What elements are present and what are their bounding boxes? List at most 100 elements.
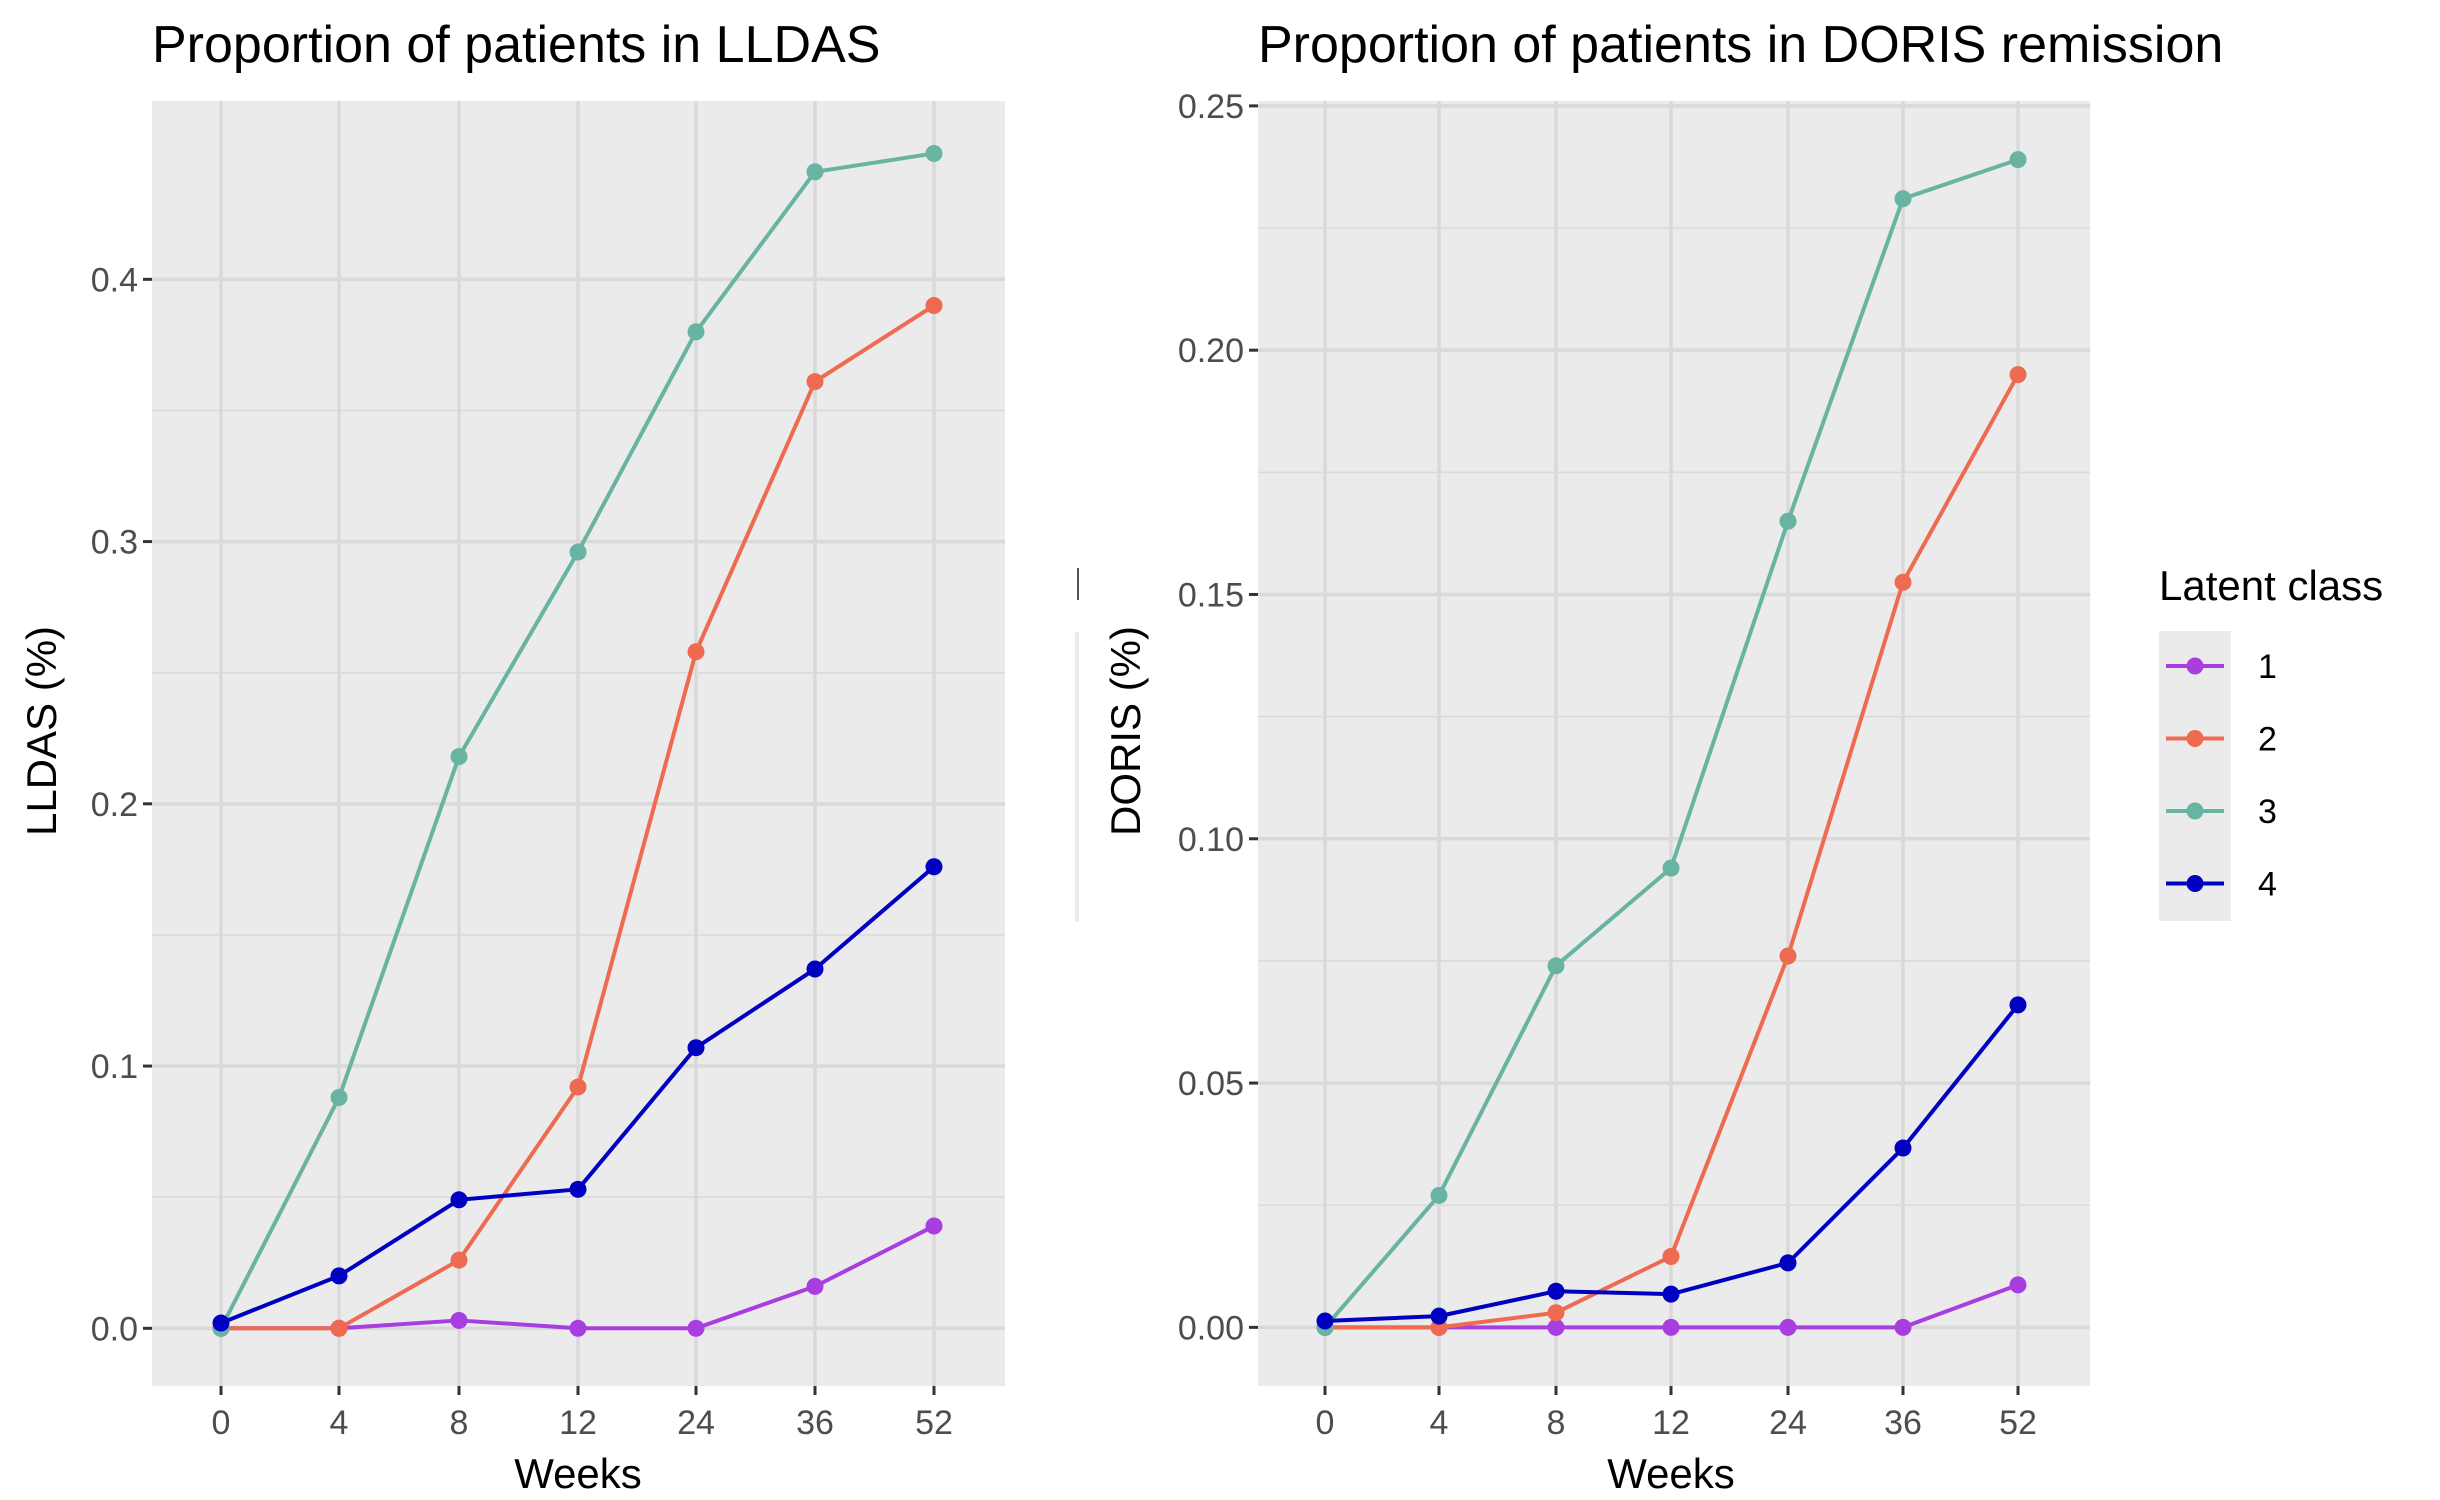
data-point <box>1430 1186 1448 1204</box>
grid-lines <box>152 101 1005 1386</box>
x-axis-title: Weeks <box>1607 1450 1735 1497</box>
legend-label: 4 <box>2258 866 2277 904</box>
y-tick-label: 0.25 <box>1178 88 1244 126</box>
x-axis-title: Weeks <box>514 1450 642 1497</box>
legend-item-3: 3 <box>2166 793 2277 831</box>
series-group <box>1316 151 2027 1336</box>
x-tick-label: 36 <box>796 1404 834 1442</box>
data-point <box>1894 573 1912 591</box>
data-point <box>1779 1318 1797 1336</box>
data-point <box>330 1267 348 1285</box>
y-tick-label: 0.20 <box>1178 332 1244 370</box>
y-tick-label: 0.00 <box>1178 1309 1244 1347</box>
legend-key-point <box>2186 802 2204 820</box>
legend-label: 1 <box>2258 648 2277 686</box>
data-point <box>1662 859 1680 877</box>
legend-key-point <box>2186 730 2204 747</box>
data-point <box>1779 1254 1797 1272</box>
data-point <box>1547 1318 1565 1336</box>
x-tick-label: 0 <box>212 1404 231 1442</box>
x-tick-label: 24 <box>1769 1404 1807 1442</box>
y-tick-label: 0.1 <box>91 1048 138 1086</box>
x-tick-label: 12 <box>1652 1404 1690 1442</box>
legend-key-point <box>2186 657 2204 675</box>
data-point <box>569 1319 587 1337</box>
data-point <box>925 297 943 315</box>
data-point <box>2009 1276 2027 1294</box>
x-tick-label: 52 <box>915 1404 953 1442</box>
series-4 <box>212 858 943 1332</box>
x-tick-label: 0 <box>1316 1404 1335 1442</box>
legend-item-2: 2 <box>2166 721 2277 759</box>
y-tick-label: 0.3 <box>91 524 138 562</box>
y-tick-label: 0.10 <box>1178 821 1244 859</box>
legend-label: 2 <box>2258 721 2277 759</box>
data-point <box>1547 1304 1565 1322</box>
data-point <box>1894 1139 1912 1157</box>
chart-title: Proportion of patients in LLDAS <box>152 16 880 74</box>
series-group <box>212 144 943 1337</box>
x-tick-label: 24 <box>677 1404 715 1442</box>
data-point <box>925 858 943 876</box>
data-point <box>2009 151 2027 169</box>
series-3 <box>1316 151 2027 1336</box>
data-point <box>687 643 705 661</box>
y-tick-label: 0.15 <box>1178 576 1244 614</box>
y-tick-label: 0.05 <box>1178 1065 1244 1103</box>
data-point <box>2009 366 2027 384</box>
data-point <box>806 163 824 181</box>
x-tick-label: 4 <box>330 1404 349 1442</box>
legend: Latent class 1 2 3 4 <box>2159 562 2383 921</box>
y-tick-label: 0.0 <box>91 1310 138 1348</box>
data-point <box>1894 1318 1912 1336</box>
x-tick-label: 4 <box>1430 1404 1449 1442</box>
data-point <box>1316 1312 1334 1330</box>
legend-title: Latent class <box>2159 562 2383 609</box>
data-point <box>1662 1248 1680 1266</box>
data-point <box>1547 1282 1565 1300</box>
data-point <box>212 1314 230 1332</box>
data-point <box>1779 512 1797 530</box>
data-point <box>806 1277 824 1295</box>
data-point <box>330 1319 348 1337</box>
lldas-chart: Proportion of patients in LLDAS 0.00.10.… <box>18 16 1005 1497</box>
data-point <box>1430 1307 1448 1325</box>
y-axis: 0.00 0.05 0.10 0.15 0.20 0.25 <box>1178 88 1258 1347</box>
data-point <box>2009 996 2027 1014</box>
data-point <box>806 373 824 391</box>
legend-item-4: 4 <box>2166 866 2277 904</box>
data-point <box>1779 947 1797 965</box>
y-axis-title: LLDAS (%) <box>18 626 65 836</box>
x-tick-label: 8 <box>450 1404 469 1442</box>
data-point <box>925 1217 943 1235</box>
data-point <box>1547 957 1565 975</box>
data-point <box>569 1180 587 1198</box>
x-axis: 0 4 8 12 24 36 52 <box>1316 1386 2037 1442</box>
data-point <box>1662 1318 1680 1336</box>
y-axis: 0.0 0.1 0.2 0.3 0.4 <box>91 261 152 1348</box>
y-tick-label: 0.2 <box>91 786 138 824</box>
data-point <box>687 1319 705 1337</box>
data-point <box>330 1089 348 1107</box>
data-point <box>450 748 468 766</box>
data-point <box>925 144 943 162</box>
y-axis-title: DORIS (%) <box>1102 626 1149 836</box>
data-point <box>450 1191 468 1209</box>
y-tick-label: 0.4 <box>91 261 138 299</box>
legend-key-point <box>2186 875 2204 892</box>
grid-lines <box>1258 101 2090 1386</box>
x-tick-label: 12 <box>559 1404 597 1442</box>
data-point <box>450 1311 468 1329</box>
plot-panel <box>1258 101 2090 1386</box>
x-tick-label: 8 <box>1547 1404 1566 1442</box>
data-point <box>1894 190 1912 208</box>
data-point <box>687 323 705 341</box>
x-tick-label: 36 <box>1884 1404 1922 1442</box>
legend-key-background <box>2159 631 2231 921</box>
doris-chart: Proportion of patients in DORIS remissio… <box>1102 16 2223 1497</box>
legend-label: 3 <box>2258 793 2277 831</box>
data-point <box>569 1078 587 1096</box>
series-4 <box>1316 996 2027 1330</box>
legend-item-1: 1 <box>2166 648 2277 686</box>
